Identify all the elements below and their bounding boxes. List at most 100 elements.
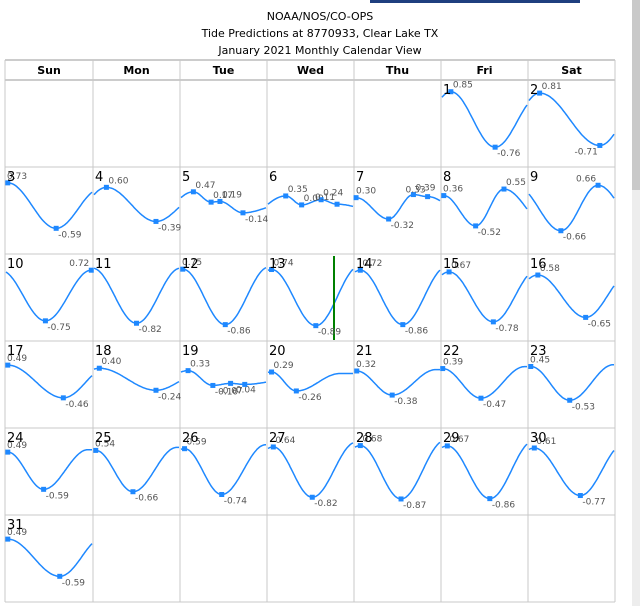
extreme-marker: [219, 491, 225, 497]
tide-curve: [528, 274, 615, 319]
extreme-marker: [425, 194, 431, 200]
day-cell: 0.49 -0.59 31: [5, 518, 93, 588]
extreme-marker: [309, 494, 315, 500]
day-cell: 0.64 -0.82 27: [267, 431, 354, 509]
extreme-marker: [5, 362, 11, 368]
extreme-value-label: 0.58: [540, 264, 560, 274]
extreme-value-label: 0.72: [362, 259, 382, 269]
day-cell: 0.67 -0.86 29: [441, 431, 528, 511]
extreme-marker: [134, 320, 139, 326]
extreme-marker: [240, 210, 246, 216]
extreme-value-label: -0.65: [588, 319, 611, 329]
extreme-value-label: -0.75: [47, 323, 70, 333]
day-number: 17: [7, 344, 24, 359]
extreme-marker: [190, 189, 196, 195]
weekday-header: Wed: [297, 64, 324, 77]
day-cell: 0.49 -0.46 17: [5, 344, 93, 410]
extreme-marker: [180, 266, 186, 272]
day-number: 24: [7, 431, 24, 446]
day-number: 23: [530, 344, 547, 359]
extreme-marker: [577, 493, 583, 499]
tide-curve: [528, 363, 614, 402]
extreme-value-label: -0.04: [233, 385, 257, 395]
tide-curve: [442, 365, 527, 399]
extreme-value-label: -0.32: [391, 221, 414, 231]
day-cell: 0.350.090.240.11 6: [267, 170, 354, 208]
tide-curve: [441, 443, 528, 500]
day-number: 21: [356, 344, 373, 359]
extreme-marker: [490, 319, 496, 325]
extreme-marker: [558, 228, 564, 234]
extreme-marker: [130, 489, 136, 495]
extreme-marker: [473, 223, 479, 229]
day-cell: 0.60 -0.39 4: [93, 170, 182, 233]
extreme-value-label: -0.47: [483, 400, 506, 410]
day-cell: 0.81 -0.71 2: [528, 82, 615, 157]
day-cell: 0.61 -0.77 30: [528, 431, 615, 508]
extreme-marker: [153, 387, 159, 393]
extreme-value-label: 0.59: [187, 438, 207, 448]
extreme-value-label: -0.46: [65, 400, 89, 410]
extreme-value-label: 0.81: [542, 82, 562, 92]
extreme-value-label: 0.85: [453, 81, 473, 91]
extreme-marker: [222, 322, 228, 328]
day-cell: 0.68 -0.87 28: [354, 431, 441, 511]
day-number: 28: [356, 431, 373, 446]
extreme-marker: [535, 272, 541, 278]
extreme-value-label: 0.49: [7, 441, 27, 451]
extreme-marker: [299, 202, 305, 208]
day-number: 19: [182, 344, 199, 359]
extreme-marker: [583, 314, 589, 320]
day-cell: 0.45 -0.53 23: [528, 344, 614, 412]
extreme-value-label: -0.82: [314, 499, 337, 509]
tide-curve: [528, 447, 615, 497]
extreme-value-label: 0.45: [530, 356, 550, 366]
day-cell: 0.54 -0.66 25: [93, 431, 179, 504]
extreme-value-label: -0.77: [582, 498, 605, 508]
day-number: 10: [7, 257, 24, 272]
extreme-marker: [357, 443, 363, 449]
day-cell: -0.82 11: [93, 257, 180, 335]
extreme-value-label: 0.74: [274, 259, 294, 269]
tide-curve: [180, 266, 267, 326]
extreme-marker: [597, 142, 603, 148]
day-number: 20: [269, 344, 286, 359]
tide-curve: [93, 367, 180, 392]
extreme-value-label: 0.61: [536, 437, 556, 447]
extreme-marker: [595, 182, 601, 188]
day-cell: 0.33 -0.10-0.04-0.07 19: [180, 344, 267, 397]
day-cell: 0.39 -0.47 22: [440, 344, 527, 410]
extreme-marker: [41, 486, 47, 492]
extreme-value-label: -0.86: [492, 501, 516, 511]
tide-curve: [441, 188, 528, 227]
extreme-value-label: -0.10: [215, 387, 239, 397]
day-number: 7: [356, 170, 364, 185]
day-cell: -0.75 0.72 10: [5, 257, 94, 333]
extreme-marker: [210, 382, 216, 388]
extreme-marker: [57, 573, 63, 579]
view-title: January 2021 Monthly Calendar View: [218, 44, 422, 57]
extreme-value-label: 0.19: [222, 190, 242, 200]
day-number: 1: [443, 83, 451, 98]
extreme-marker: [492, 144, 498, 150]
extreme-value-label: -0.38: [394, 397, 418, 407]
day-cell: -0.66 0.66 9: [528, 170, 615, 243]
weekday-header: Mon: [123, 64, 149, 77]
extreme-marker: [217, 198, 223, 204]
extreme-marker: [313, 323, 319, 329]
day-number: 11: [95, 257, 112, 272]
day-cell: 0.74 -0.89 13: [267, 256, 354, 340]
extreme-value-label: 0.09: [304, 194, 324, 204]
day-number: 16: [530, 257, 547, 272]
scrollbar-thumb[interactable]: [632, 0, 640, 190]
day-number: 13: [269, 257, 286, 272]
extreme-value-label: 0.17: [213, 191, 233, 201]
vertical-scrollbar[interactable]: [632, 0, 640, 606]
tide-curve: [267, 371, 353, 392]
extreme-value-label: 0.49: [7, 528, 27, 538]
extreme-value-label: -0.89: [318, 328, 342, 338]
tide-curve: [5, 182, 93, 230]
extreme-value-label: -0.86: [227, 327, 251, 337]
day-cell: 0.59 -0.74 26: [180, 431, 266, 506]
